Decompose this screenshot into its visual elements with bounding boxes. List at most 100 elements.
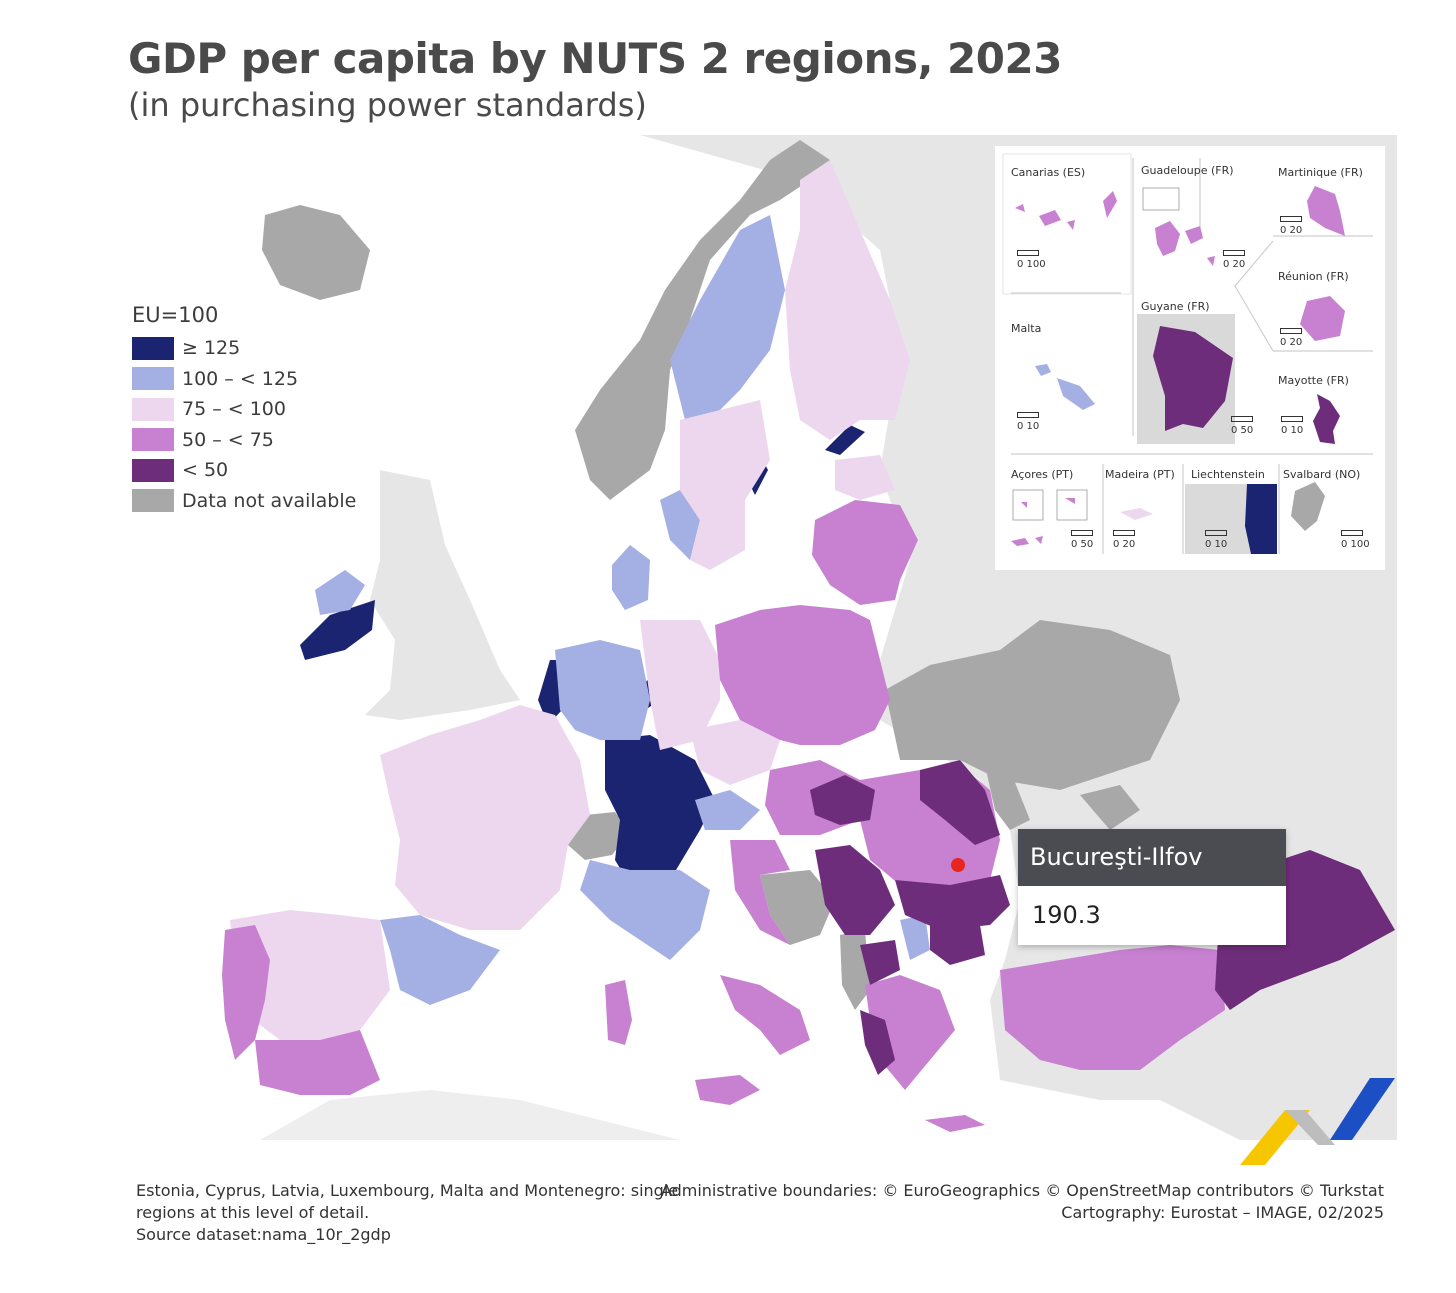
map-title: GDP per capita by NUTS 2 regions, 2023: [128, 34, 1062, 83]
scale-bar-guyane: 0 50: [1231, 416, 1253, 436]
region-romania-south[interactable]: [895, 875, 1010, 930]
region-south-germany[interactable]: [605, 735, 715, 885]
region-bulgaria-sw[interactable]: [900, 915, 930, 960]
legend-swatch: [132, 367, 174, 391]
scale-bar-acores: 0 50: [1071, 530, 1093, 550]
brand-mark-blue: [1330, 1078, 1395, 1140]
region-helsinki[interactable]: [825, 425, 865, 455]
scale-text: 0 100: [1341, 539, 1370, 550]
region-sardinia[interactable]: [605, 980, 632, 1045]
legend-item: Data not available: [132, 486, 356, 517]
region-spain-south[interactable]: [255, 1030, 380, 1095]
region-ireland-east[interactable]: [300, 600, 375, 660]
inset-madeira-shape: [1120, 508, 1153, 520]
region-north-italy[interactable]: [580, 860, 710, 960]
region-spain-central[interactable]: [230, 910, 390, 1040]
scale-bar-martinique: 0 20: [1280, 216, 1302, 236]
region-moldova[interactable]: [985, 765, 1030, 830]
legend-swatch: [132, 397, 174, 421]
scale-bar-canarias: 0 100: [1017, 250, 1046, 270]
brand-mark-grey: [1285, 1110, 1335, 1145]
legend-swatch: [132, 489, 174, 513]
region-spain-ne[interactable]: [380, 915, 500, 1005]
tooltip-region-name: Bucureşti-Ilfov (RO32): [1018, 829, 1286, 928]
region-ireland-west[interactable]: [315, 570, 365, 615]
region-bulgaria[interactable]: [930, 920, 985, 965]
region-turkey[interactable]: [1000, 945, 1225, 1070]
scale-text: 0 10: [1281, 425, 1304, 436]
region-sweden-central[interactable]: [680, 400, 770, 570]
inset-label-malta: Malta: [1011, 322, 1042, 335]
region-crimea[interactable]: [1080, 785, 1140, 830]
legend-label: Data not available: [182, 489, 357, 512]
inset-maps: [1002, 153, 1373, 554]
scale-bar-svalbard: 0 100: [1341, 530, 1370, 550]
legend-swatch: [132, 336, 174, 360]
region-south-italy[interactable]: [720, 975, 810, 1055]
credits-cartography: Cartography: Eurostat – IMAGE, 02/2025: [1061, 1203, 1384, 1222]
region-germany-belt[interactable]: [555, 640, 650, 740]
region-north-macedonia[interactable]: [860, 940, 900, 985]
brand-mark-yellow: [1240, 1110, 1310, 1165]
region-albania[interactable]: [840, 930, 870, 1010]
scale-bar-madeira: 0 20: [1113, 530, 1135, 550]
region-serbia[interactable]: [815, 845, 895, 935]
region-czechia[interactable]: [690, 720, 780, 785]
region-tooltip: Bucureşti-Ilfov (RO32) 190.3: [1018, 829, 1286, 945]
inset-label-reunion: Réunion (FR): [1278, 270, 1349, 283]
region-hungary-east[interactable]: [810, 775, 875, 825]
region-sweden-north[interactable]: [670, 215, 785, 420]
region-benelux[interactable]: [538, 660, 562, 725]
legend-swatch: [132, 428, 174, 452]
region-lithuania-latvia[interactable]: [812, 500, 918, 605]
scale-bar-malta: 0 10: [1017, 412, 1039, 432]
region-balkans-west[interactable]: [760, 870, 835, 945]
inset-guadeloupe-shape: [1155, 221, 1215, 266]
region-central-europe[interactable]: [640, 620, 720, 750]
inset-svalbard-shape: [1291, 482, 1325, 531]
region-bucuresti-ilfov[interactable]: [951, 858, 965, 872]
region-norway[interactable]: [575, 140, 830, 500]
legend-label: < 50: [182, 459, 229, 482]
footnote: Estonia, Cyprus, Latvia, Luxembourg, Mal…: [136, 1180, 716, 1246]
inset-label-madeira: Madeira (PT): [1105, 468, 1175, 481]
scale-text: 0 20: [1223, 259, 1246, 270]
legend-label: 50 – < 75: [182, 428, 274, 451]
tooltip-value: 190.3: [1018, 886, 1286, 945]
scale-text: 0 20: [1113, 539, 1136, 550]
inset-liechtenstein-shape: [1245, 484, 1277, 554]
africa-coast: [260, 1090, 680, 1140]
inset-label-martinique: Martinique (FR): [1278, 166, 1363, 179]
region-france[interactable]: [380, 705, 590, 930]
scale-text: 0 100: [1017, 259, 1046, 270]
legend-item: 75 – < 100: [132, 394, 356, 425]
region-iceland[interactable]: [262, 205, 370, 300]
scale-text: 0 20: [1280, 225, 1303, 236]
legend-swatch: [132, 458, 174, 482]
region-croatia[interactable]: [730, 840, 790, 945]
region-crete[interactable]: [925, 1115, 985, 1132]
region-ukraine[interactable]: [885, 620, 1180, 790]
region-sicily[interactable]: [695, 1075, 760, 1105]
region-sweden-south[interactable]: [660, 490, 700, 560]
scale-text: 0 50: [1231, 425, 1254, 436]
region-baltics-estonia[interactable]: [835, 455, 895, 500]
region-austria[interactable]: [695, 790, 760, 830]
region-romania-north[interactable]: [920, 760, 1000, 845]
legend-item: < 50: [132, 455, 356, 486]
scale-bar-reunion: 0 20: [1280, 328, 1302, 348]
inset-malta-shape: [1035, 364, 1095, 410]
legend-label: 100 – < 125: [182, 367, 299, 390]
region-poland[interactable]: [715, 605, 890, 745]
uk-landmass: [365, 470, 520, 720]
region-switzerland[interactable]: [568, 812, 630, 860]
region-finland[interactable]: [785, 160, 910, 440]
scale-bar-liechtenstein: 0 10: [1205, 530, 1227, 550]
legend-title: EU=100: [132, 303, 219, 327]
region-greece-west[interactable]: [860, 1010, 895, 1075]
region-denmark[interactable]: [612, 545, 650, 610]
footnote-source: Source dataset:nama_10r_2gdp: [136, 1225, 391, 1244]
inset-acores-shape: [1011, 498, 1075, 546]
region-portugal[interactable]: [222, 925, 270, 1060]
scale-bar-mayotte: 0 10: [1281, 416, 1303, 436]
